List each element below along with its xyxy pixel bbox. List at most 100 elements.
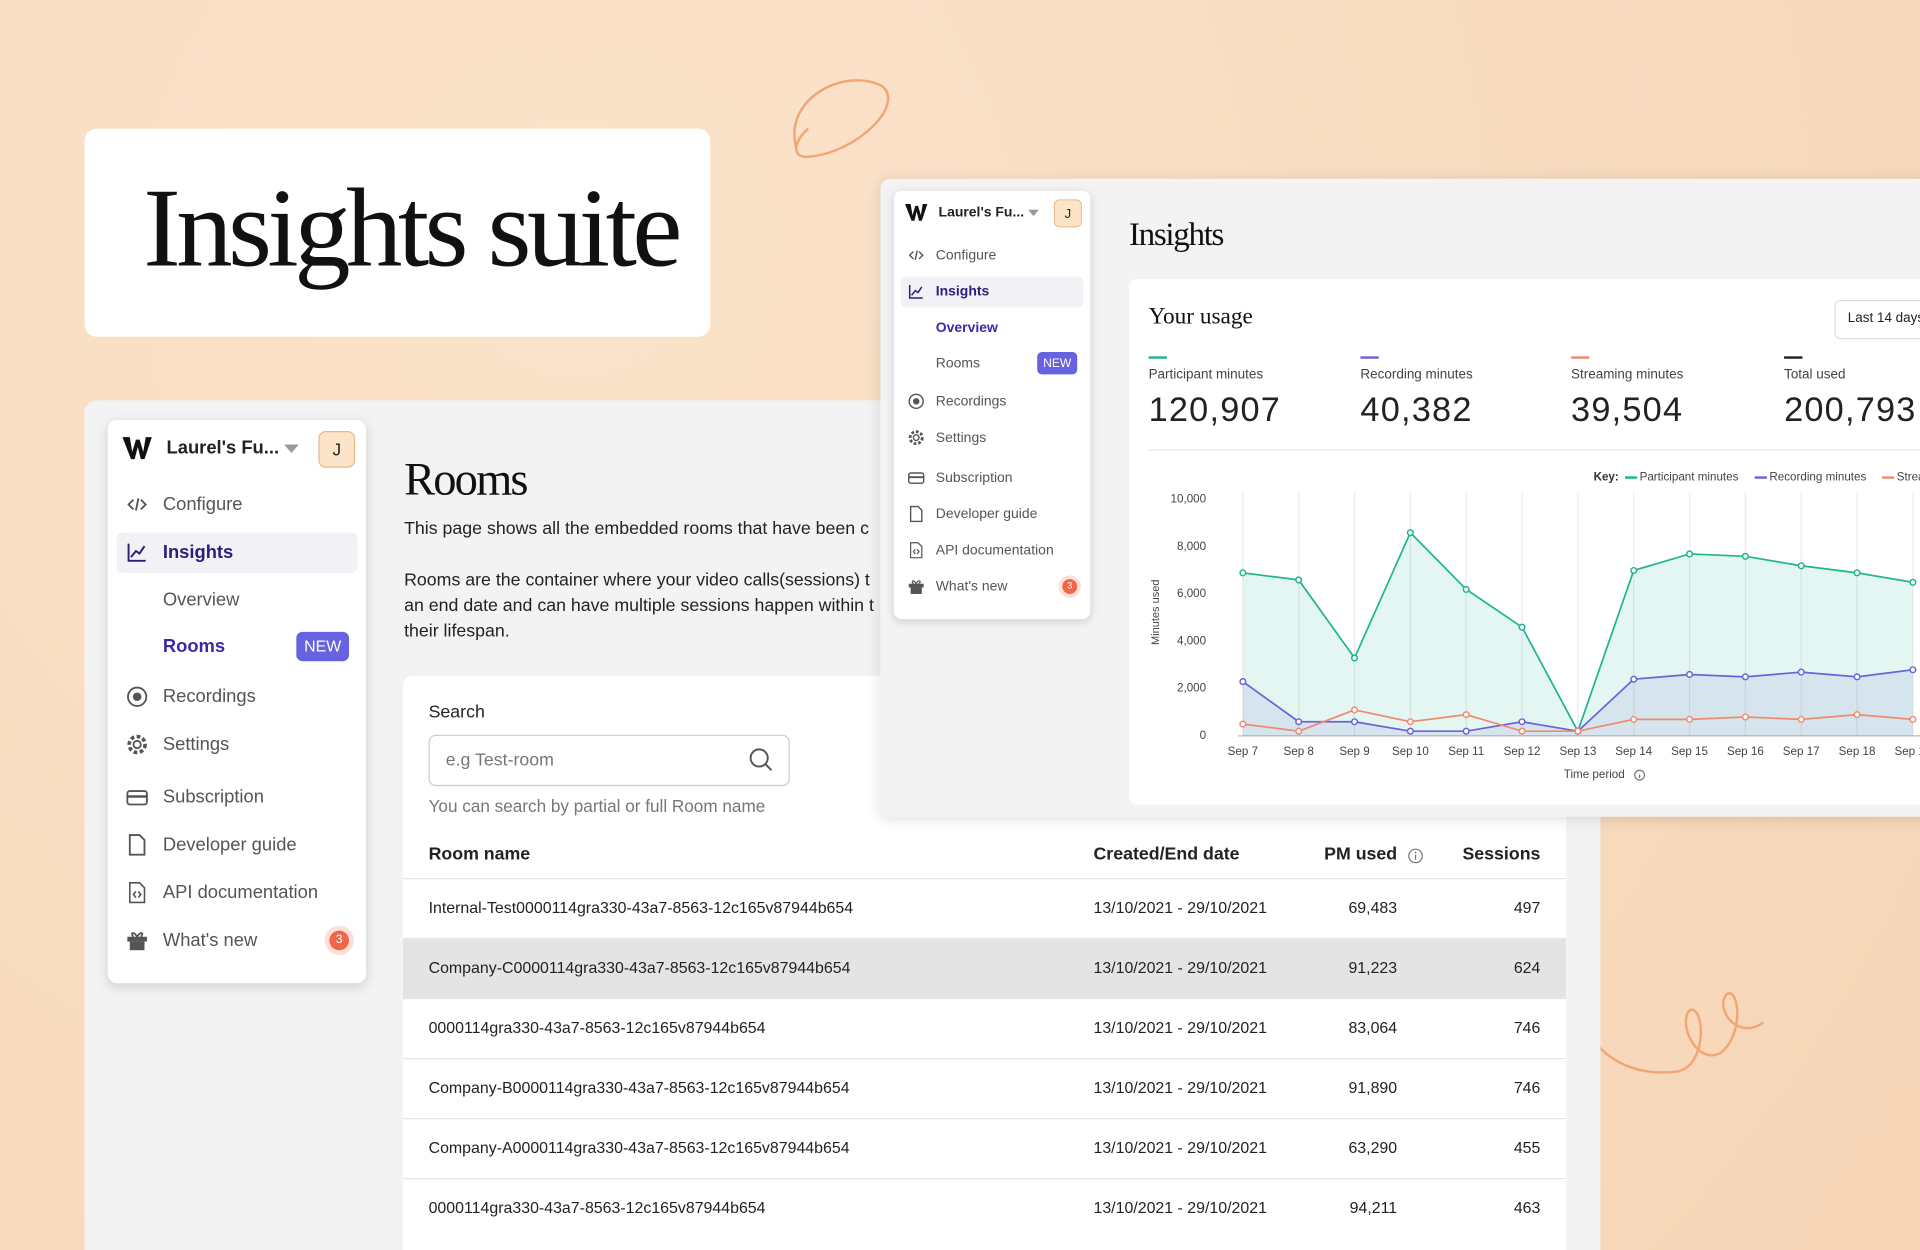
nav-item[interactable]: Overview	[935, 319, 998, 336]
icon-part	[908, 250, 924, 261]
swirl	[793, 79, 890, 158]
point	[1518, 727, 1526, 735]
nav-item[interactable]: Developer guide	[162, 834, 297, 856]
y-tick-label: 6,000	[1177, 587, 1207, 600]
nav-highlight	[900, 276, 1084, 308]
nav-item[interactable]: Settings	[935, 429, 987, 446]
nav-item[interactable]: What's new	[162, 930, 258, 951]
caret	[1027, 209, 1040, 217]
icon-part	[912, 398, 920, 405]
nav-icon	[908, 285, 923, 299]
point	[1797, 715, 1805, 723]
icon-part	[910, 587, 922, 594]
icon-part	[908, 430, 924, 446]
nav-icon	[908, 430, 924, 446]
icon-part	[132, 739, 142, 750]
search-icon	[749, 748, 773, 771]
nav-item[interactable]: Subscription	[162, 786, 264, 808]
point	[1462, 727, 1470, 735]
nav-item[interactable]: Rooms	[935, 355, 980, 372]
period-select[interactable]: Last 14 days	[1834, 300, 1920, 340]
stat-dash	[1360, 356, 1379, 359]
row-separator	[402, 937, 1567, 940]
point	[1630, 566, 1638, 575]
table-cell: 497	[1513, 898, 1541, 917]
table-cell: 13/10/2021 - 29/10/2021	[1093, 1018, 1267, 1037]
icon-part	[284, 444, 299, 454]
caret	[284, 444, 299, 454]
point	[1909, 578, 1917, 586]
y-tick-label: 0	[1200, 729, 1207, 742]
point	[1239, 569, 1247, 577]
y-tick-label: 10,000	[1171, 493, 1207, 506]
icon-part	[127, 543, 146, 562]
table-cell: 91,890	[1348, 1078, 1398, 1097]
count-badge: 3	[329, 930, 349, 951]
icon-part	[127, 498, 148, 511]
point	[1909, 666, 1917, 674]
icon-part	[1027, 209, 1040, 217]
nav-item[interactable]: Recordings	[162, 686, 256, 708]
nav-item[interactable]: Settings	[162, 734, 230, 755]
icon-part	[908, 285, 923, 299]
area	[1242, 532, 1913, 736]
sidebar: Laurel's Fu... J Configure Insights Overview…	[107, 420, 367, 984]
point	[1797, 562, 1805, 570]
point	[1686, 550, 1694, 558]
icon-part	[912, 434, 920, 442]
icon-part	[1634, 769, 1646, 781]
hero-card: Insights suite	[84, 128, 711, 337]
new-badge: NEW	[296, 631, 349, 662]
nav-item[interactable]: Recordings	[935, 393, 1007, 410]
icon-part	[908, 583, 924, 588]
point	[1239, 678, 1247, 686]
point	[1741, 713, 1749, 721]
icon-part	[749, 748, 769, 768]
table-cell: 13/10/2021 - 29/10/2021	[1093, 1138, 1267, 1157]
table-cell: 13/10/2021 - 29/10/2021	[1093, 1078, 1267, 1097]
nav-icon	[127, 686, 148, 707]
icon-part	[129, 941, 145, 951]
x-tick-label: Sep 16	[1727, 745, 1764, 758]
avatar[interactable]: J	[318, 431, 356, 468]
icon-part	[122, 437, 152, 460]
table-cell: 13/10/2021 - 29/10/2021	[1093, 1198, 1267, 1217]
nav-item[interactable]: Overview	[162, 589, 240, 611]
avatar[interactable]: J	[1053, 199, 1082, 228]
x-tick-label: Sep 9	[1339, 745, 1369, 758]
table-cell: 91,223	[1348, 958, 1398, 977]
nav-item[interactable]: Developer guide	[935, 506, 1038, 522]
point	[1462, 585, 1470, 593]
nav-item[interactable]: API documentation	[162, 882, 319, 904]
nav-item[interactable]: Configure	[162, 494, 243, 515]
nav-item[interactable]: API documentation	[935, 542, 1054, 559]
nav-item[interactable]: What's new	[935, 578, 1008, 595]
nav-item[interactable]: Subscription	[935, 469, 1013, 486]
icon-part	[129, 882, 146, 904]
table-cell: 624	[1513, 958, 1541, 977]
icon-part	[764, 763, 773, 771]
search-input[interactable]: e.g Test-room	[428, 734, 790, 787]
nav-item[interactable]: Insights	[935, 283, 990, 300]
point	[1239, 720, 1247, 728]
point	[1630, 715, 1638, 723]
point	[1909, 715, 1917, 723]
table-cell: 746	[1513, 1018, 1541, 1037]
point	[1295, 718, 1303, 726]
point	[1295, 576, 1303, 584]
nav-item[interactable]: Configure	[935, 247, 997, 264]
stat-dash	[1148, 356, 1167, 359]
nav-item[interactable]: Insights	[162, 541, 234, 563]
point	[1350, 654, 1359, 662]
point	[1741, 673, 1749, 681]
nav-item[interactable]: Rooms	[162, 636, 226, 657]
column-header: Room name	[428, 844, 531, 865]
table-cell: Internal-Test0000114gra330-43a7-8563-12c…	[428, 898, 854, 917]
nav-icon	[129, 882, 146, 904]
row-separator	[402, 1177, 1567, 1180]
x-tick-label: Sep 15	[1671, 745, 1708, 758]
table-cell: 94,211	[1349, 1198, 1398, 1217]
swirl	[1580, 992, 1764, 1074]
